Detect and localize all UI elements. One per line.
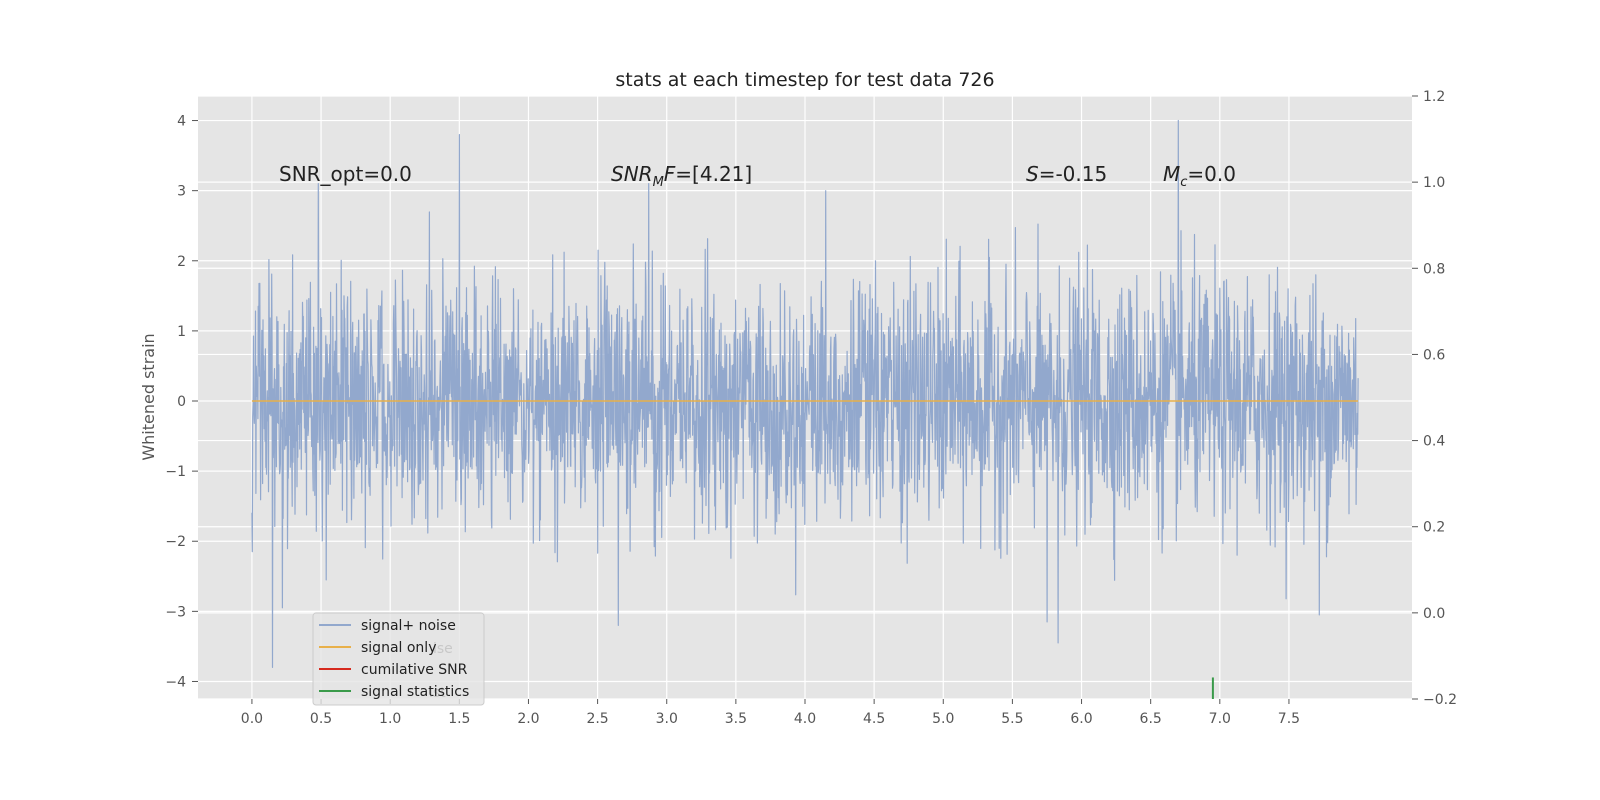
legend-frame bbox=[312, 612, 485, 706]
legend-label-signal-noise: signal+ noise bbox=[361, 618, 456, 634]
x-tick-label-6: 3.0 bbox=[656, 711, 678, 727]
plot-series bbox=[251, 119, 1359, 699]
x-tick-label-8: 4.0 bbox=[794, 711, 816, 727]
x-tick-label-5: 2.5 bbox=[586, 711, 608, 727]
snr-mf-value: =[4.21] bbox=[675, 162, 752, 186]
x-tick-label-4: 2.0 bbox=[517, 711, 539, 727]
y2-tick-label-6: 1.0 bbox=[1423, 175, 1445, 191]
series-signal-noise-line bbox=[251, 119, 1359, 668]
legend-ghost-text-2: ist bbox=[429, 685, 446, 701]
y-tick-label-7: 3 bbox=[177, 184, 186, 200]
x-tick-label-11: 5.5 bbox=[1001, 711, 1023, 727]
x-tick-label-0: 0.0 bbox=[241, 711, 263, 727]
y2-tick-label-1: 0.0 bbox=[1423, 606, 1445, 622]
y-tick-label-2: −2 bbox=[165, 534, 186, 550]
x-tick-label-14: 7.0 bbox=[1209, 711, 1231, 727]
y-tick-label-6: 2 bbox=[177, 254, 186, 270]
x-tick-label-15: 7.5 bbox=[1278, 711, 1300, 727]
y-tick-label-3: −1 bbox=[165, 464, 186, 480]
y-tick-label-0: −4 bbox=[165, 674, 186, 690]
legend-entry-cumilative-snr: cumilative SNR bbox=[319, 662, 468, 678]
x-tick-label-3: 1.5 bbox=[448, 711, 470, 727]
legend: ise ist signal+ noise signal only cumila… bbox=[312, 612, 485, 706]
legend-entry-signal-statistics: signal statistics bbox=[319, 684, 469, 700]
legend-label-cumilative-snr: cumilative SNR bbox=[361, 662, 468, 678]
annotation-snr-mf: SNRMF=[4.21] bbox=[611, 162, 752, 190]
mc-subscript: c bbox=[1180, 175, 1187, 190]
annotation-s: S=-0.15 bbox=[1026, 162, 1107, 186]
y-axis-label: Whitened strain bbox=[139, 333, 158, 460]
y-tick-label-4: 0 bbox=[177, 394, 186, 410]
y2-tick-label-2: 0.2 bbox=[1423, 520, 1445, 536]
s-value: =-0.15 bbox=[1039, 162, 1108, 186]
y-axis-ticks: −4 −3 −2 −1 0 1 2 3 4 bbox=[165, 114, 198, 690]
x-tick-label-10: 5.0 bbox=[932, 711, 954, 727]
legend-entry-signal-only: signal only bbox=[319, 640, 436, 656]
annotation-snr-opt: SNR_opt=0.0 bbox=[279, 162, 412, 186]
chart-title: stats at each timestep for test data 726 bbox=[615, 69, 994, 91]
snr-mf-subscript: M bbox=[653, 175, 664, 190]
s-symbol: S bbox=[1026, 162, 1039, 186]
x-axis-ticks: 0.0 0.5 1.0 1.5 2.0 2.5 3.0 3.5 4.0 4.5 5.0 5.5 6.0 6… bbox=[241, 699, 1300, 727]
x-tick-label-13: 6.5 bbox=[1140, 711, 1162, 727]
y-tick-label-1: −3 bbox=[165, 604, 186, 620]
mc-main: M bbox=[1163, 162, 1180, 186]
y2-tick-label-0: −0.2 bbox=[1423, 692, 1457, 708]
mc-value: =0.0 bbox=[1187, 162, 1236, 186]
legend-label-signal-only: signal only bbox=[361, 640, 436, 656]
y2-tick-label-3: 0.4 bbox=[1423, 434, 1445, 450]
x-tick-label-7: 3.5 bbox=[725, 711, 747, 727]
legend-label-signal-statistics: signal statistics bbox=[361, 684, 469, 700]
legend-ghost-text-1: ise bbox=[433, 641, 453, 657]
y-tick-label-8: 4 bbox=[177, 114, 186, 130]
x-tick-label-1: 0.5 bbox=[310, 711, 332, 727]
y-tick-label-5: 1 bbox=[177, 324, 186, 340]
y2-axis-ticks: −0.2 0.0 0.2 0.4 0.6 0.8 1.0 1.2 bbox=[1412, 89, 1457, 708]
snr-mf-main: SNR bbox=[611, 162, 653, 186]
x-tick-label-12: 6.0 bbox=[1070, 711, 1092, 727]
x-tick-label-2: 1.0 bbox=[379, 711, 401, 727]
annotation-mc: Mc=0.0 bbox=[1163, 162, 1236, 190]
y2-tick-label-4: 0.6 bbox=[1423, 347, 1445, 363]
y2-tick-label-5: 0.8 bbox=[1423, 261, 1445, 277]
snr-mf-tail: F bbox=[664, 162, 676, 186]
legend-entry-signal-noise: signal+ noise bbox=[319, 618, 456, 634]
y2-tick-label-7: 1.2 bbox=[1423, 89, 1445, 105]
x-tick-label-9: 4.5 bbox=[863, 711, 885, 727]
